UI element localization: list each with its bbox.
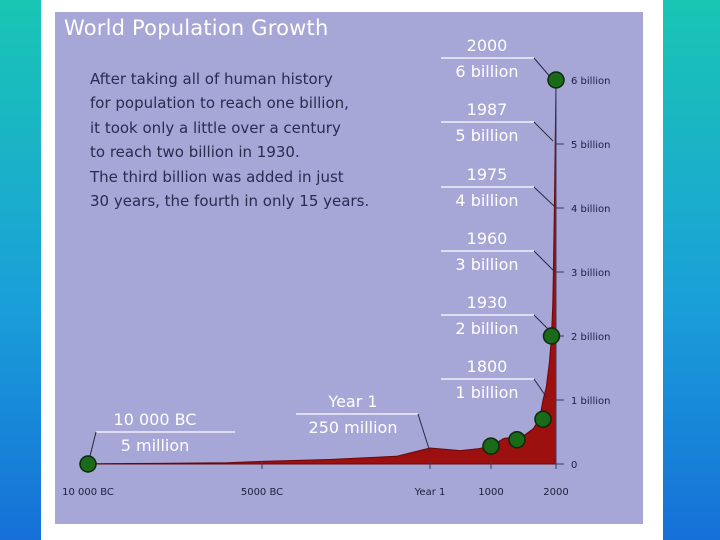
milestone-year: 1987 xyxy=(466,100,508,119)
milestone-year: Year 1 xyxy=(328,392,378,411)
data-point-marker xyxy=(542,327,561,345)
description-line: for population to reach one billion, xyxy=(90,94,349,113)
y-tick-label: 0 xyxy=(571,460,577,471)
callout-leader xyxy=(533,186,555,207)
y-tick-label: 2 billion xyxy=(571,332,610,343)
x-tick-label: 2000 xyxy=(543,487,568,498)
callout-leader xyxy=(533,250,555,272)
y-tick-label: 6 billion xyxy=(571,76,610,87)
milestone-value: 3 billion xyxy=(455,255,519,274)
description-line: it took only a little over a century xyxy=(90,118,341,137)
data-point-marker xyxy=(534,410,552,428)
callout-leader xyxy=(417,413,431,453)
data-point-marker xyxy=(482,437,500,455)
description-line: to reach two billion in 1930. xyxy=(90,143,300,162)
y-tick-label: 4 billion xyxy=(571,204,610,215)
milestone-value: 4 billion xyxy=(455,191,519,210)
population-area xyxy=(87,79,557,465)
milestone-year: 10 000 BC xyxy=(113,410,197,429)
milestone-value: 2 billion xyxy=(455,319,519,338)
description-line: After taking all of human history xyxy=(90,70,333,88)
milestone-year: 1975 xyxy=(466,165,508,184)
x-tick-label: 10 000 BC xyxy=(62,487,114,498)
milestone-year: 1960 xyxy=(466,229,508,248)
milestone-year: 2000 xyxy=(466,36,508,55)
chart-title: World Population Growth xyxy=(64,16,329,40)
y-tick-label: 1 billion xyxy=(571,396,610,407)
x-tick-label: 5000 BC xyxy=(241,487,283,498)
callout-leader xyxy=(533,121,554,142)
data-point-marker xyxy=(547,71,565,89)
callout-leader xyxy=(533,378,548,399)
milestone-year: 1930 xyxy=(466,293,508,312)
x-tick-label: 1000 xyxy=(478,487,503,498)
y-tick-label: 5 billion xyxy=(571,140,610,151)
description-line: The third billion was added in just xyxy=(90,167,344,186)
callout-leader xyxy=(88,431,97,461)
description-line: 30 years, the fourth in only 15 years. xyxy=(90,192,370,211)
data-point-marker xyxy=(508,430,526,449)
milestone-year: 1800 xyxy=(466,357,508,376)
milestone-value: 5 billion xyxy=(455,126,519,145)
data-point-marker xyxy=(79,455,97,473)
milestone-value: 6 billion xyxy=(455,62,519,81)
x-tick-label: Year 1 xyxy=(414,487,446,498)
y-tick-label: 3 billion xyxy=(571,268,610,279)
chart-description: After taking all of human history for po… xyxy=(90,67,420,213)
milestone-value: 250 million xyxy=(308,418,398,437)
milestone-value: 5 million xyxy=(120,436,190,455)
milestone-value: 1 billion xyxy=(455,383,519,402)
